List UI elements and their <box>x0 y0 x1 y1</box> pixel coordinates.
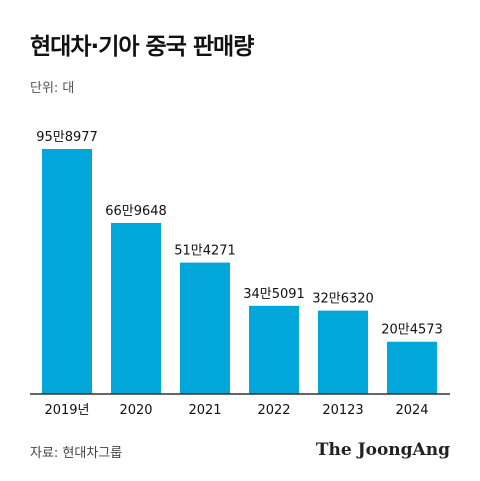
bar-1 <box>111 222 161 394</box>
value-label-3: 34만5091 <box>243 287 305 302</box>
bar-5 <box>387 341 437 394</box>
bar-2 <box>180 262 230 394</box>
x-tick-label-1: 2020 <box>119 403 152 418</box>
x-tick-labels-group: 2019년 2020 2021 2022 20123 2024 <box>44 403 428 418</box>
chart-title: 현대차·기아 중국 판매량 <box>30 34 254 60</box>
value-label-0: 95만8977 <box>36 130 98 145</box>
x-tick-label-3: 2022 <box>257 403 290 418</box>
bars-group <box>42 149 437 394</box>
value-label-1: 66만9648 <box>105 204 167 219</box>
value-label-2: 51만4271 <box>174 244 236 259</box>
value-label-5: 20만4573 <box>381 323 443 338</box>
value-label-4: 32만6320 <box>312 292 374 307</box>
value-labels-group: 95만8977 66만9648 51만4271 34만5091 32만6320 20만45… <box>36 130 443 338</box>
bar-3 <box>249 305 299 394</box>
source-note: 자료: 현대차그룹 <box>30 446 123 461</box>
bar-4 <box>318 310 368 394</box>
x-tick-label-5: 2024 <box>395 403 428 418</box>
unit-label: 단위: 대 <box>30 81 75 96</box>
x-tick-label-2: 2021 <box>188 403 221 418</box>
x-tick-label-4: 20123 <box>322 403 363 418</box>
publisher-logo: The JoongAng <box>315 440 450 460</box>
bar-0 <box>42 149 92 394</box>
x-tick-label-0: 2019년 <box>44 403 89 418</box>
